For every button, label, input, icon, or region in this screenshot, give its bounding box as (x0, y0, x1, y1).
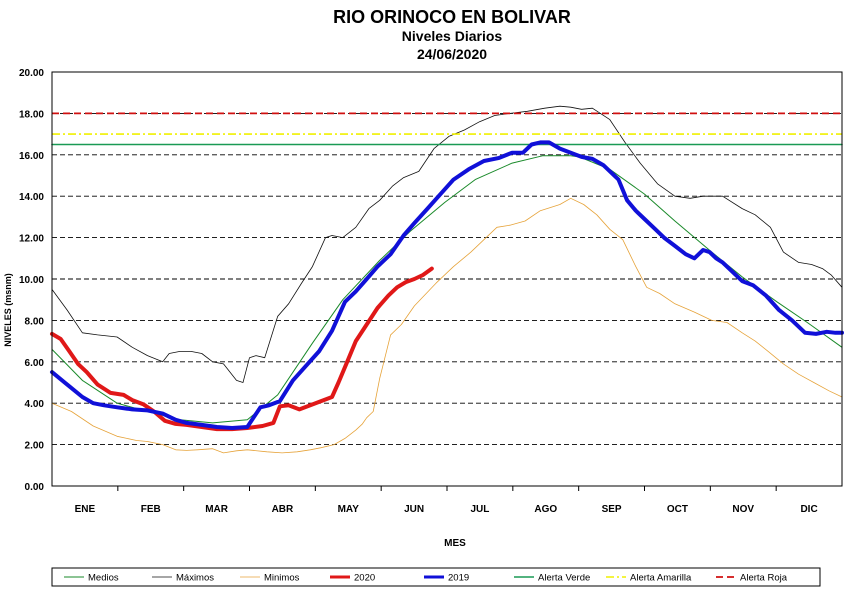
legend-label: Medios (88, 573, 119, 584)
plot-area-border (51, 71, 843, 487)
y-tick-label: 2.00 (25, 441, 45, 452)
y-tick-label: 0.00 (25, 482, 45, 493)
y-tick-label: 8.00 (25, 316, 45, 327)
chart-title: RIO ORINOCO EN BOLIVAR (333, 7, 571, 27)
y-tick-label: 14.00 (19, 192, 44, 203)
y-tick-label: 20.00 (19, 68, 44, 79)
legend-label: 2020 (354, 573, 375, 584)
legend-label: Alerta Roja (740, 573, 788, 584)
x-tick-label: MAY (338, 504, 360, 515)
x-tick-label: AGO (534, 504, 557, 515)
legend: Medios Máximos Minimos 2020 2019 Alerta Verde… (51, 567, 821, 587)
y-tick-label: 16.00 (19, 151, 44, 162)
series-lines (50, 105, 844, 454)
y-tick-label: 4.00 (25, 399, 45, 410)
x-tick-label: ENE (75, 504, 96, 515)
legend-label: 2019 (448, 573, 469, 584)
chart-date: 24/06/2020 (417, 46, 487, 62)
series-line-medios (51, 155, 843, 424)
chart-subtitle: Niveles Diarios (402, 28, 503, 44)
y-tick-label: 18.00 (19, 109, 44, 120)
series-line-2019 (50, 140, 844, 430)
x-tick-label: OCT (667, 504, 688, 515)
legend-label: Alerta Verde (538, 573, 590, 584)
legend-label: Máximos (176, 573, 214, 584)
series-line-minimos (51, 197, 843, 454)
series-line-máximos (51, 105, 843, 383)
x-axis-label: MES (444, 538, 466, 549)
series-line-2020 (50, 266, 434, 432)
y-axis-label: NIVELES (msnm) (3, 273, 13, 347)
y-axis: 0.00 2.00 4.00 6.00 8.00 10.00 12.00 14.00 16.00… (19, 68, 44, 493)
x-axis: ENE FEB MAR ABR MAY JUN JUL AGO SEP OCT NOV DIC (75, 486, 818, 515)
x-tick-label: NOV (732, 504, 754, 515)
x-tick-label: ABR (272, 504, 294, 515)
x-tick-label: JUL (470, 504, 489, 515)
legend-label: Minimos (264, 573, 300, 584)
x-tick-label: DIC (800, 504, 817, 515)
legend-label: Alerta Amarilla (630, 573, 692, 584)
y-tick-label: 10.00 (19, 275, 44, 286)
y-tick-label: 6.00 (25, 358, 45, 369)
x-tick-label: SEP (602, 504, 622, 515)
x-tick-label: MAR (205, 504, 229, 515)
x-tick-label: FEB (141, 504, 161, 515)
gridlines (52, 112, 842, 446)
y-tick-label: 12.00 (19, 234, 44, 245)
x-tick-label: JUN (404, 504, 424, 515)
